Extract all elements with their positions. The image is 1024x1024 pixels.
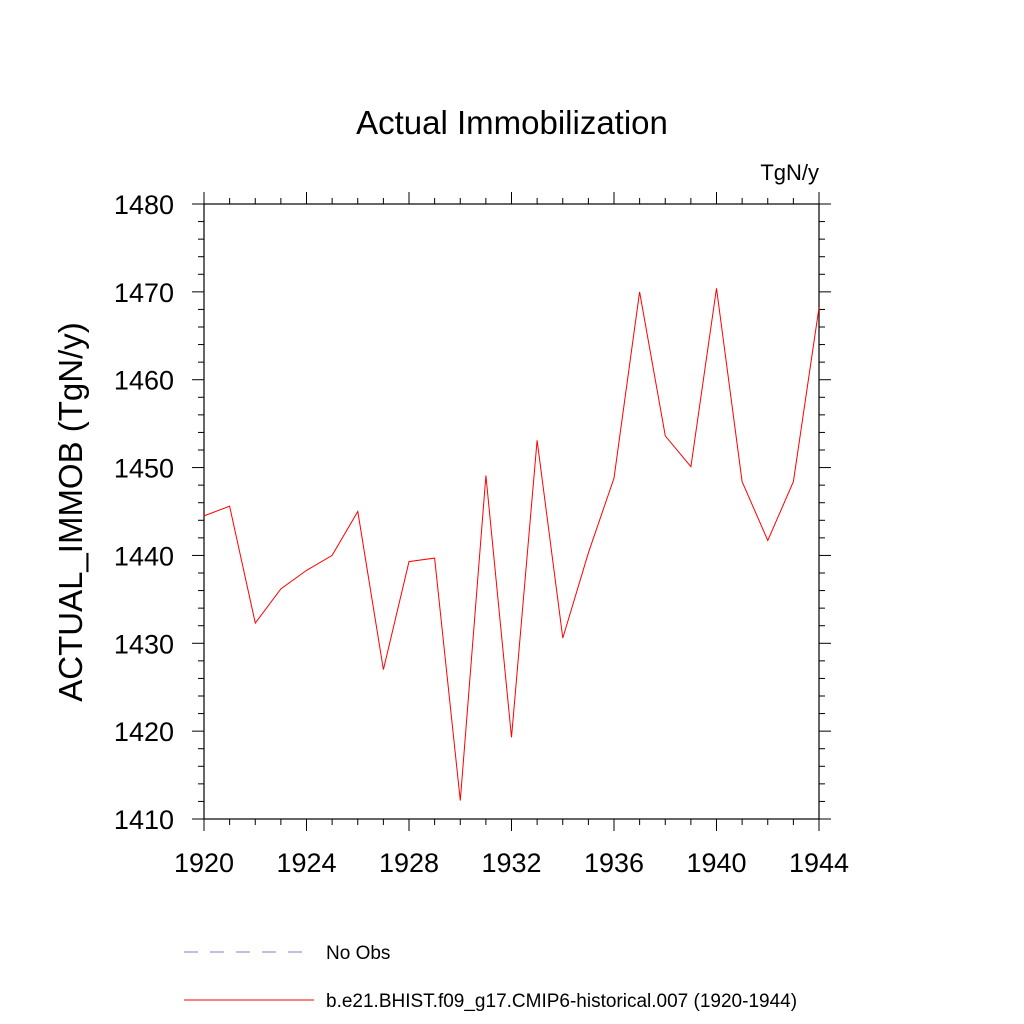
- x-tick-label: 1944: [789, 848, 849, 878]
- y-axis-label: ACTUAL_IMMOB (TgN/y): [52, 322, 89, 702]
- y-tick-label: 1460: [114, 366, 174, 396]
- x-tick-label: 1924: [276, 848, 336, 878]
- axis-ticks: [192, 192, 831, 831]
- series-line: [203, 288, 820, 801]
- y-tick-label: 1470: [114, 278, 174, 308]
- legend-label: No Obs: [326, 943, 390, 964]
- tick-labels: 1920 1924 1928 1932 1936 1940 1944 1410 1420 1430…: [114, 190, 849, 878]
- units-label: TgN/y: [760, 160, 819, 185]
- x-tick-label: 1932: [481, 848, 541, 878]
- y-tick-label: 1450: [114, 454, 174, 484]
- y-tick-label: 1420: [114, 717, 174, 747]
- plot-frame: [203, 203, 820, 820]
- x-tick-label: 1928: [379, 848, 439, 878]
- x-tick-label: 1920: [174, 848, 234, 878]
- series-lines: [203, 288, 820, 801]
- x-tick-label: 1936: [584, 848, 644, 878]
- y-tick-label: 1440: [114, 541, 174, 571]
- y-tick-label: 1480: [114, 190, 174, 220]
- y-tick-label: 1410: [114, 805, 174, 835]
- legend-label: b.e21.BHIST.f09_g17.CMIP6-historical.007…: [326, 991, 797, 1012]
- chart-title: Actual Immobilization: [356, 104, 668, 141]
- legend: No Obs b.e21.BHIST.f09_g17.CMIP6-historic…: [184, 943, 797, 1012]
- x-tick-label: 1940: [686, 848, 746, 878]
- axes: [203, 203, 820, 820]
- y-tick-label: 1430: [114, 629, 174, 659]
